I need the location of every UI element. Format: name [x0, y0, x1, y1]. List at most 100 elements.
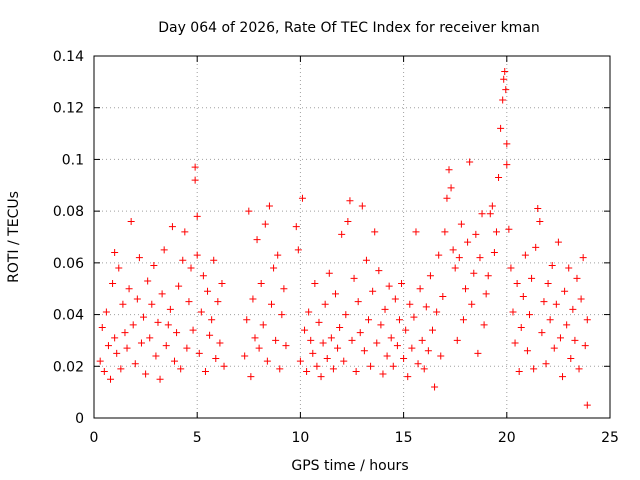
data-point	[443, 194, 451, 202]
data-point	[210, 256, 218, 264]
data-point	[571, 336, 579, 344]
data-point	[321, 300, 329, 308]
data-point	[480, 321, 488, 329]
data-point	[109, 280, 117, 288]
data-point	[420, 365, 428, 373]
data-point	[435, 251, 443, 259]
data-point	[500, 75, 508, 83]
data-point	[393, 342, 401, 350]
data-point	[162, 342, 170, 350]
data-point	[150, 261, 158, 269]
data-point	[249, 295, 257, 303]
data-point	[325, 269, 333, 277]
data-point	[121, 329, 129, 337]
data-point	[311, 280, 319, 288]
data-point	[581, 342, 589, 350]
data-point	[379, 370, 387, 378]
data-point	[476, 254, 484, 262]
data-point	[369, 287, 377, 295]
data-point	[540, 298, 548, 306]
data-point	[517, 324, 525, 331]
data-point	[96, 357, 104, 365]
data-point	[375, 267, 383, 275]
data-point	[154, 318, 162, 326]
y-axis-label: ROTI / TECUs	[6, 191, 22, 283]
data-point	[199, 272, 207, 280]
data-point	[404, 373, 412, 381]
data-point	[410, 313, 418, 321]
data-point	[499, 96, 507, 104]
data-point	[447, 184, 455, 192]
data-point	[282, 342, 290, 350]
data-point	[164, 321, 172, 329]
data-point	[278, 311, 286, 319]
data-point	[395, 316, 403, 324]
data-point	[583, 401, 591, 409]
data-point	[257, 280, 265, 288]
data-point	[492, 228, 500, 236]
data-point	[129, 321, 137, 329]
chart-title: Day 064 of 2026, Rate Of TEC Index for r…	[158, 20, 540, 36]
data-point	[305, 308, 313, 316]
data-point	[185, 298, 193, 306]
data-point	[117, 365, 125, 373]
data-point	[412, 228, 420, 236]
data-point	[503, 161, 511, 169]
data-point	[102, 308, 110, 316]
data-point	[526, 311, 534, 319]
x-tick-label: 15	[395, 430, 413, 446]
data-point	[462, 285, 470, 293]
x-tick-label: 10	[291, 430, 309, 446]
data-point	[445, 166, 453, 174]
data-point	[338, 230, 346, 238]
data-point	[538, 329, 546, 337]
data-point	[550, 344, 558, 352]
data-point	[208, 316, 216, 324]
data-point	[544, 280, 552, 288]
data-point	[488, 202, 496, 210]
data-point	[579, 254, 587, 262]
data-point	[111, 334, 119, 342]
data-point	[125, 285, 133, 293]
data-point	[387, 334, 395, 342]
data-point	[272, 336, 280, 344]
data-point	[193, 251, 201, 259]
data-point	[546, 316, 554, 324]
data-point	[253, 236, 261, 244]
data-point	[212, 355, 220, 363]
data-point	[519, 292, 527, 300]
y-tick-label: 0.12	[53, 101, 84, 117]
data-point	[534, 205, 542, 213]
data-point	[206, 331, 214, 339]
data-point	[505, 225, 513, 233]
data-point	[528, 274, 536, 282]
grid-layer	[94, 56, 610, 418]
data-point	[319, 339, 327, 347]
data-point	[156, 375, 164, 383]
data-point	[296, 357, 304, 365]
data-point	[255, 344, 263, 352]
data-point	[360, 347, 368, 355]
data-point	[183, 344, 191, 352]
data-point	[280, 285, 288, 293]
data-point	[451, 264, 459, 272]
data-point	[197, 308, 205, 316]
data-point	[111, 249, 119, 257]
data-point	[389, 362, 397, 370]
data-point	[104, 342, 112, 350]
data-point	[119, 300, 127, 308]
data-point	[113, 349, 121, 357]
data-point	[220, 362, 228, 370]
data-point	[422, 303, 430, 311]
data-point	[193, 212, 201, 220]
data-point	[439, 292, 447, 300]
y-tick-label: 0.02	[53, 359, 84, 375]
x-tick-label: 5	[193, 430, 202, 446]
data-point	[195, 349, 203, 357]
data-point	[170, 357, 178, 365]
data-point	[468, 300, 476, 308]
x-tick-label: 0	[90, 430, 99, 446]
data-point	[268, 300, 276, 308]
data-point	[344, 217, 352, 225]
data-point	[486, 210, 494, 218]
